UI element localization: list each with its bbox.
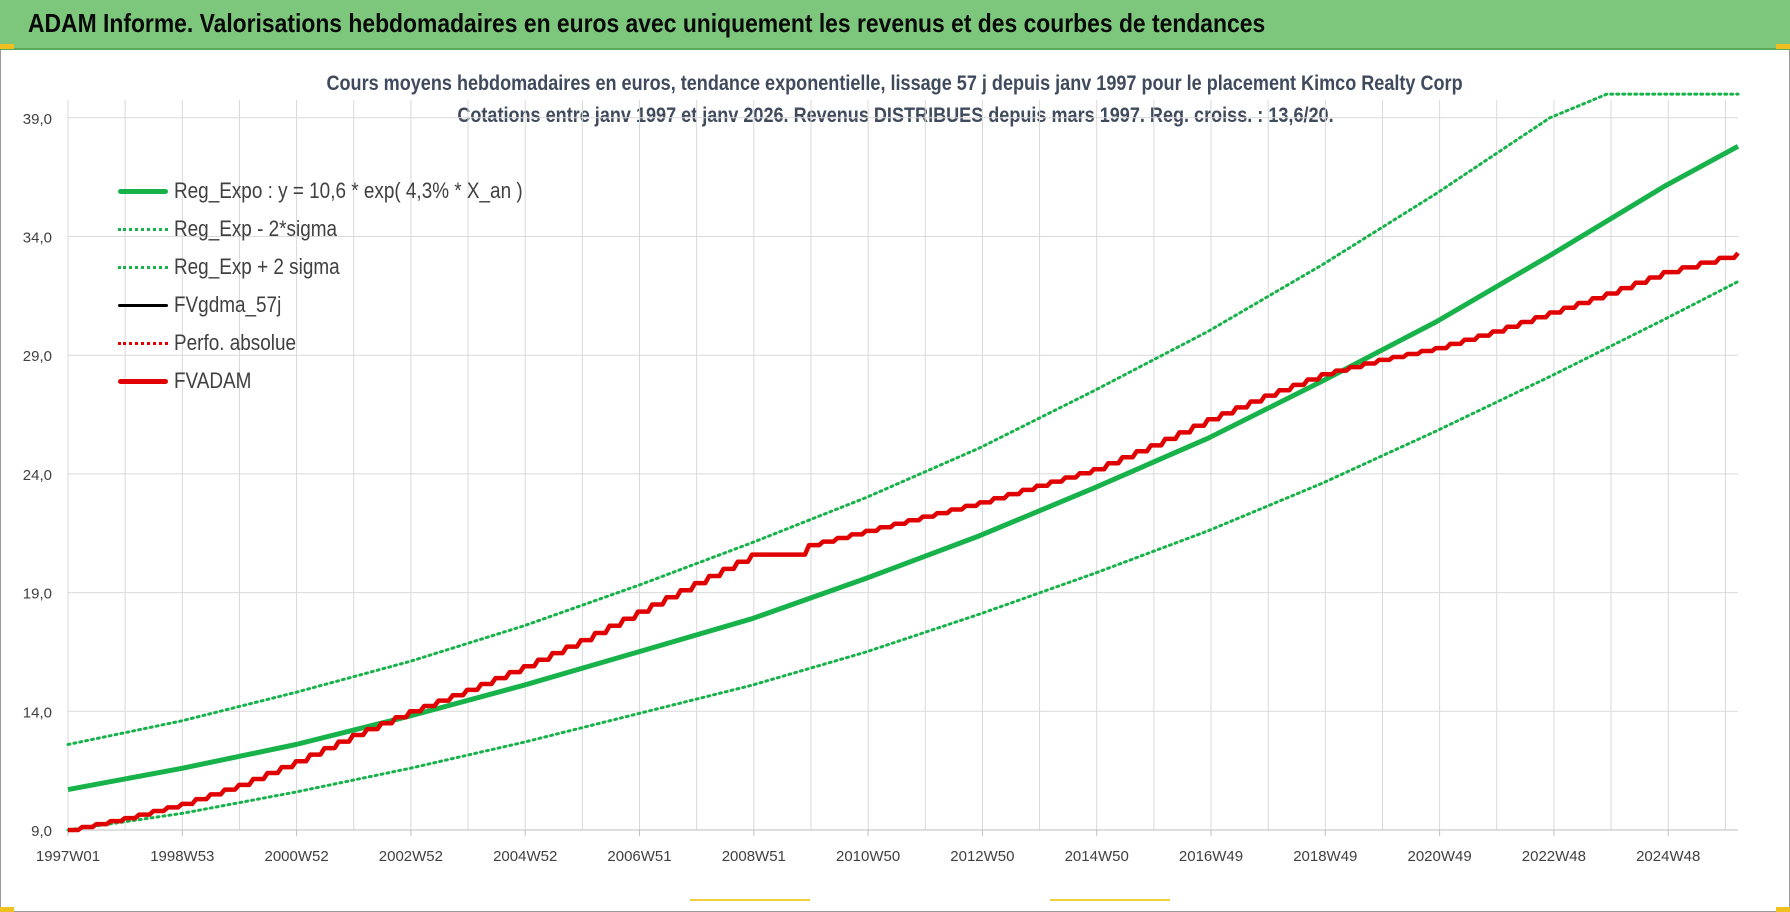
legend-swatch <box>118 227 168 231</box>
chart-title: Cours moyens hebdomadaires en euros, ten… <box>0 72 1790 96</box>
legend-swatch <box>118 341 168 345</box>
corner-marker <box>0 44 14 49</box>
legend-label: Reg_Exp + 2 sigma <box>174 254 340 279</box>
legend-item: Reg_Exp + 2 sigma <box>118 248 579 286</box>
corner-marker <box>0 907 14 912</box>
legend-swatch <box>118 188 168 194</box>
banner-title: ADAM Informe. Valorisations hebdomadaire… <box>28 8 1266 38</box>
legend-swatch <box>118 303 168 307</box>
chart-subtitle-text: Cotations entre janv 1997 et janv 2026. … <box>456 104 1334 127</box>
legend-label: Perfo. absolue <box>174 330 297 355</box>
corner-marker <box>1776 907 1790 912</box>
legend-label: FVADAM <box>174 368 252 393</box>
legend-item: Reg_Exp - 2*sigma <box>118 210 579 248</box>
legend-label: Reg_Expo : y = 10,6 * exp( 4,3% * X_an ) <box>174 178 523 203</box>
legend-label: Reg_Exp - 2*sigma <box>174 216 338 241</box>
scroll-marker <box>1050 899 1170 901</box>
scroll-marker <box>690 899 810 901</box>
legend-item: FVADAM <box>118 362 579 400</box>
legend-swatch <box>118 378 168 384</box>
chart-subtitle: Cotations entre janv 1997 et janv 2026. … <box>0 104 1790 128</box>
legend-swatch <box>118 265 168 269</box>
legend-item: Reg_Expo : y = 10,6 * exp( 4,3% * X_an ) <box>118 172 579 210</box>
legend-item: FVgdma_57j <box>118 286 579 324</box>
title-banner: ADAM Informe. Valorisations hebdomadaire… <box>0 0 1790 50</box>
chart-legend: Reg_Expo : y = 10,6 * exp( 4,3% * X_an )… <box>118 172 579 400</box>
corner-marker <box>1776 44 1790 49</box>
legend-item: Perfo. absolue <box>118 324 579 362</box>
legend-label: FVgdma_57j <box>174 292 282 317</box>
chart-title-text: Cours moyens hebdomadaires en euros, ten… <box>326 72 1464 95</box>
